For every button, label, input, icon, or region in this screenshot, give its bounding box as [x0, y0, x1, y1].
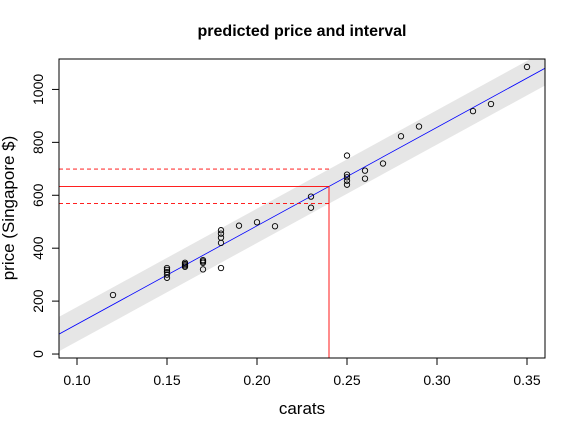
x-tick-label: 0.25	[333, 372, 360, 388]
y-axis-label: price (Singapore $)	[0, 136, 18, 281]
data-point	[487, 100, 495, 108]
data-point	[469, 107, 477, 115]
x-axis-label: carats	[279, 399, 325, 418]
data-point	[307, 193, 315, 200]
y-tick-label: 800	[30, 130, 46, 154]
data-point	[163, 271, 171, 278]
plot-frame	[58, 58, 546, 359]
fit-line-layer	[59, 67, 545, 335]
chart-title: predicted price and interval	[198, 23, 407, 40]
prediction-band-layer	[59, 59, 545, 352]
data-point	[217, 227, 225, 234]
data-points-layer	[109, 63, 531, 299]
data-point	[271, 223, 279, 230]
x-tick-label: 0.20	[243, 372, 270, 388]
data-point	[253, 219, 261, 226]
fit-line	[59, 67, 545, 335]
data-point	[217, 234, 225, 241]
data-point	[199, 256, 207, 264]
data-point	[361, 175, 369, 182]
y-tick-label: 0	[30, 350, 46, 358]
data-point	[397, 133, 405, 140]
x-tick-label: 0.10	[63, 372, 90, 388]
y-tick-label: 200	[30, 289, 46, 313]
data-point	[217, 230, 225, 237]
data-point	[307, 204, 315, 211]
data-point	[343, 171, 351, 178]
prediction-band	[59, 59, 545, 352]
data-point	[181, 259, 189, 266]
prediction-lines-layer	[59, 168, 330, 358]
data-point	[235, 222, 243, 229]
data-point	[217, 264, 225, 272]
y-tick-label: 400	[30, 236, 46, 260]
data-point	[163, 264, 171, 272]
data-point	[415, 123, 423, 130]
data-point	[523, 63, 531, 71]
data-point	[379, 160, 387, 167]
data-point	[199, 266, 207, 273]
x-tick-label: 0.15	[153, 372, 180, 388]
x-tick-label: 0.35	[513, 372, 540, 388]
y-tick-label: 1000	[30, 74, 46, 105]
data-point	[343, 152, 351, 159]
data-point	[163, 268, 171, 276]
y-axis: 0 200 400 600 800 1000	[30, 74, 59, 358]
data-point	[109, 291, 117, 299]
x-axis: 0.10 0.15 0.20 0.25 0.30 0.35	[63, 358, 541, 388]
data-point	[343, 181, 351, 188]
y-tick-label: 600	[30, 183, 46, 207]
data-point	[343, 177, 351, 184]
data-point	[343, 174, 351, 181]
data-point	[361, 167, 369, 174]
x-tick-label: 0.30	[423, 372, 450, 388]
data-point	[163, 266, 171, 274]
